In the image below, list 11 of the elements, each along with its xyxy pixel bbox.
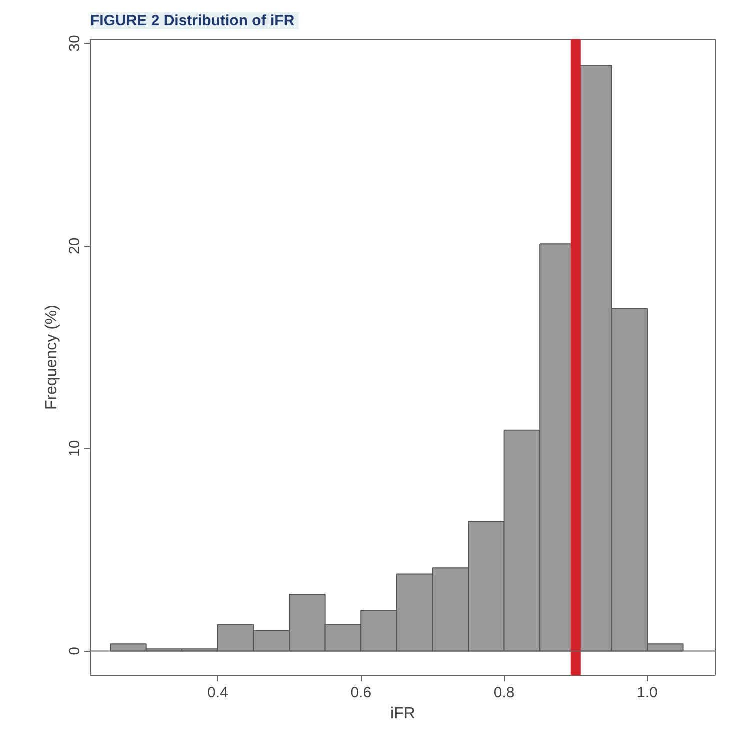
chart-title: FIGURE 2 Distribution of iFR (90, 12, 295, 30)
y-axis-title: Frequency (%) (44, 305, 60, 410)
y-tick-label: 30 (66, 35, 84, 52)
x-tick-label: 0.4 (208, 684, 228, 702)
y-tick-label: 0 (66, 647, 84, 656)
y-tick-label: 10 (66, 440, 84, 457)
x-tick-label: 0.8 (494, 684, 515, 702)
y-tick-label: 20 (66, 238, 84, 254)
x-axis-title: iFR (390, 706, 416, 722)
x-tick-label: 0.6 (350, 684, 372, 702)
x-tick-label: 1.0 (637, 684, 658, 702)
